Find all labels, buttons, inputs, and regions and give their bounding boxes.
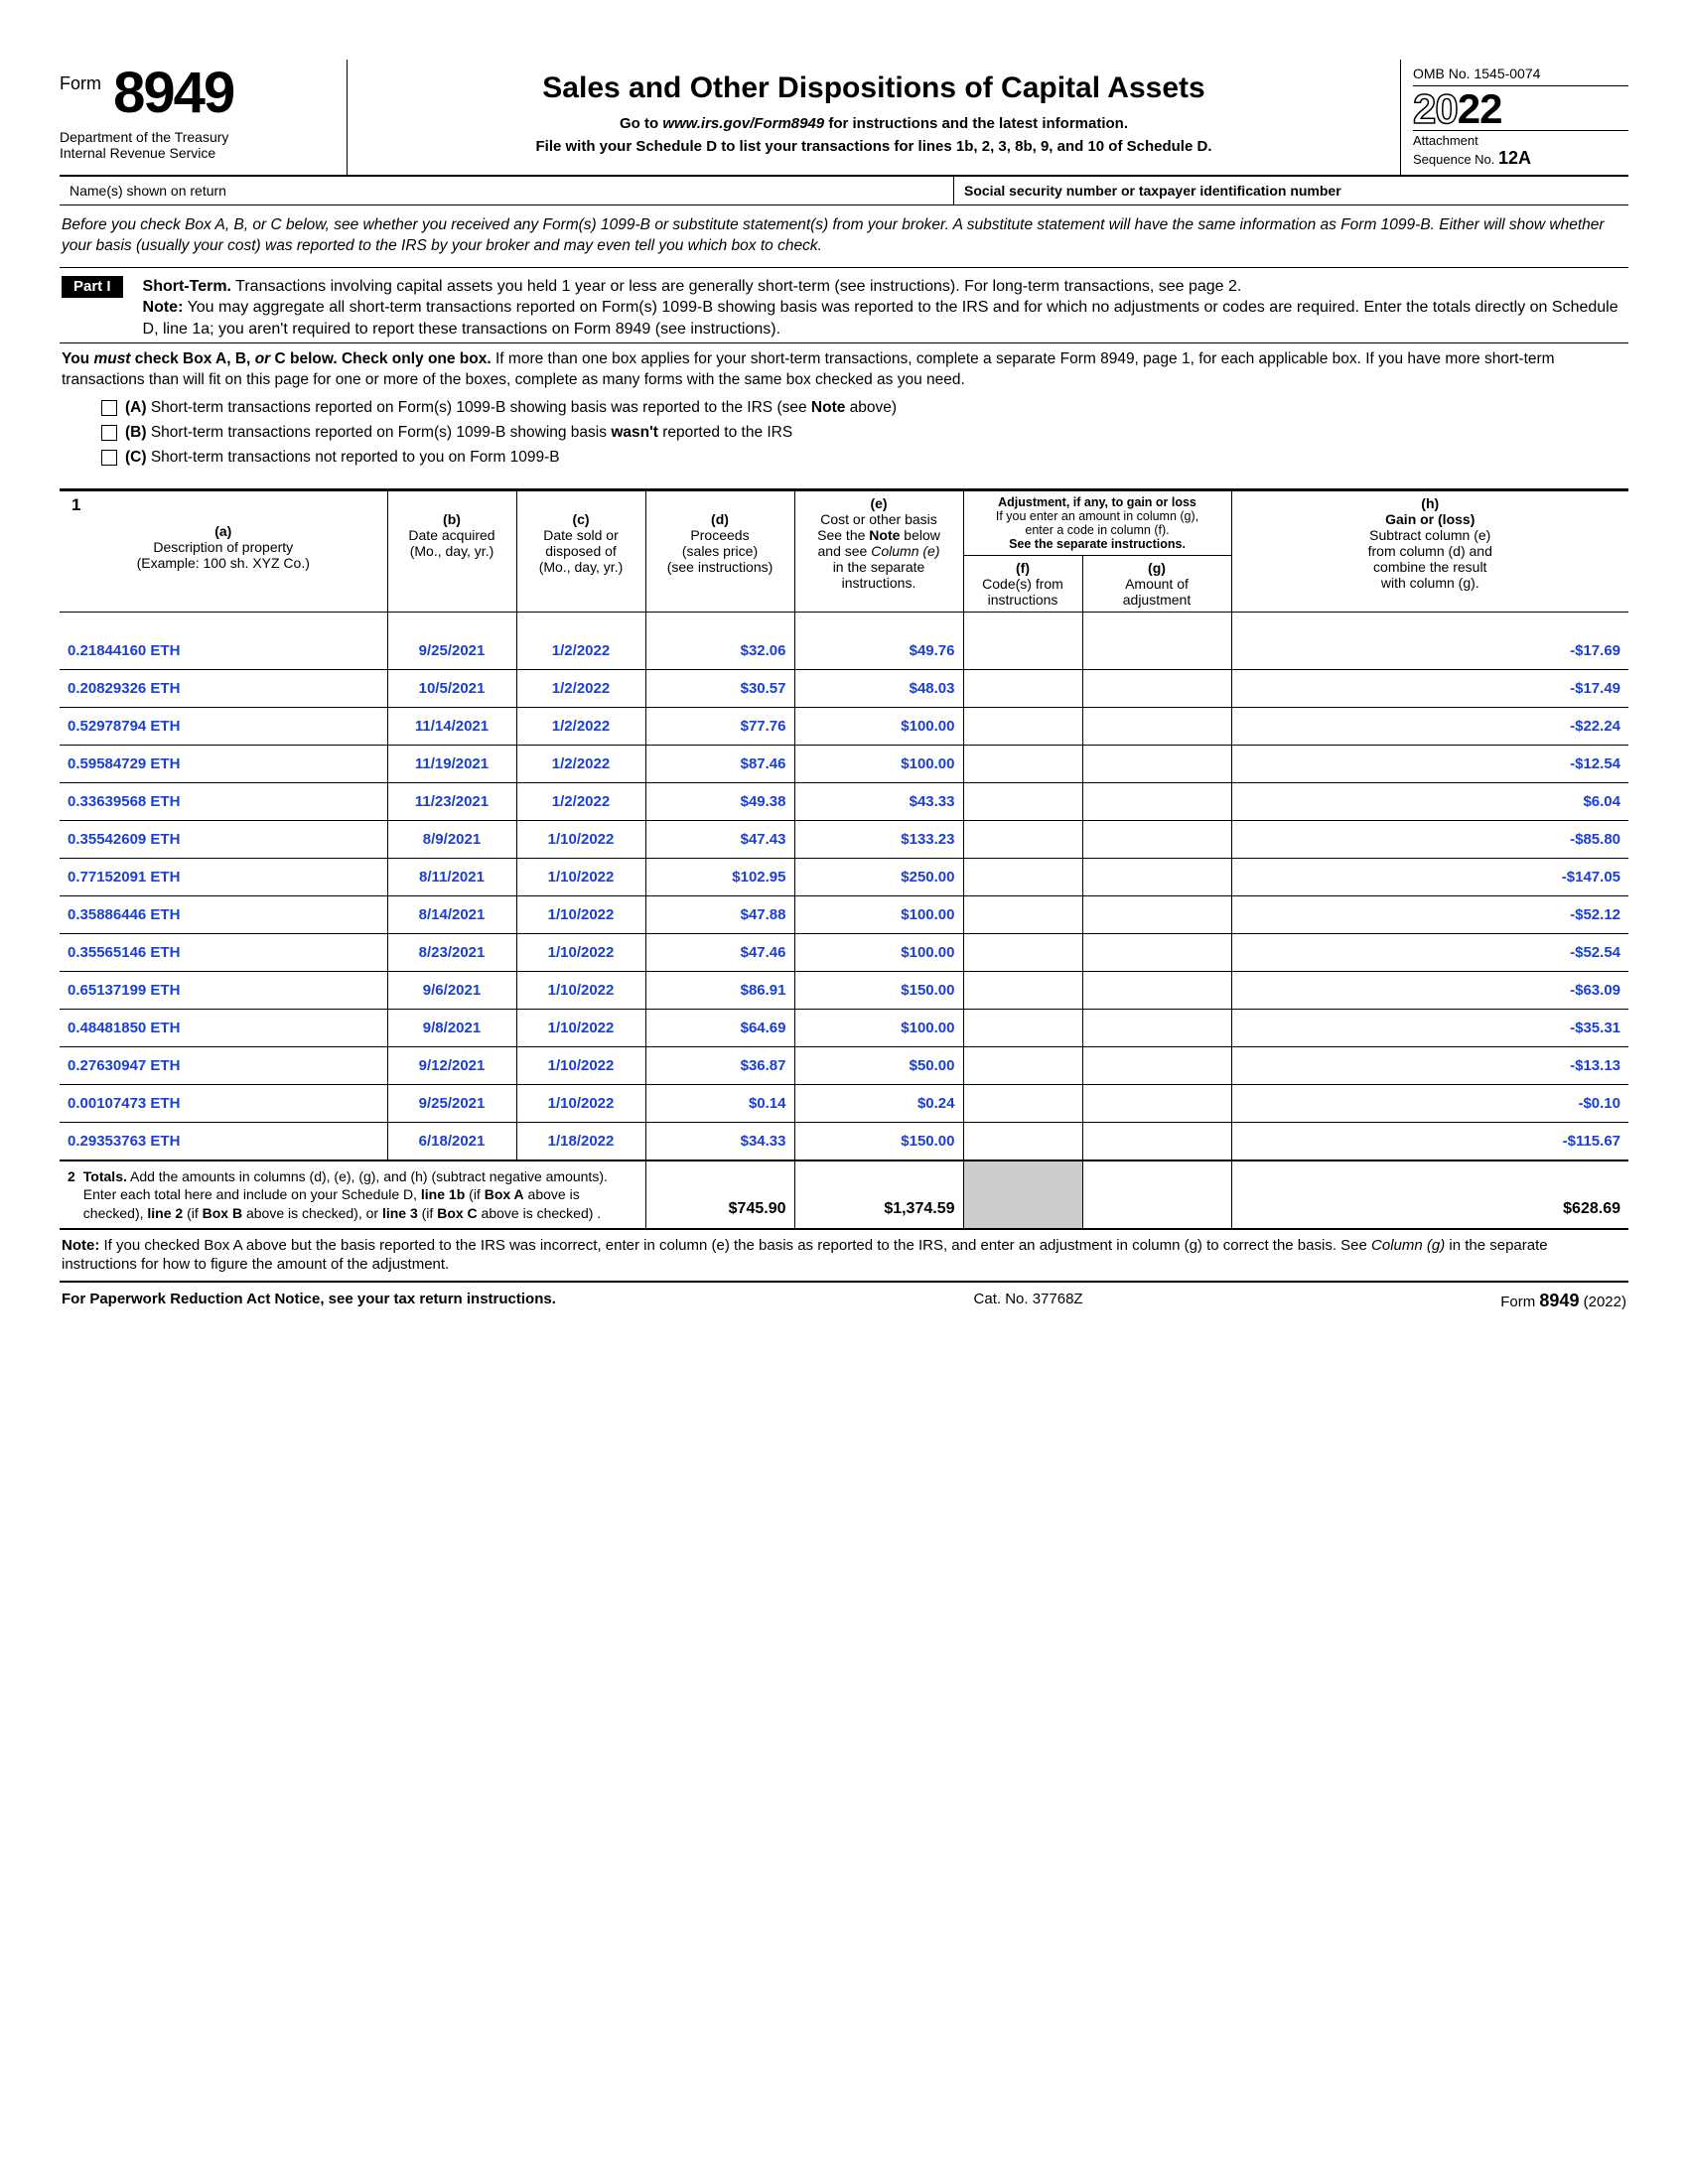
col-a-header: 1 (a)Description of property(Example: 10… <box>60 490 387 613</box>
table-row: 0.21844160 ETH9/25/20211/2/2022$32.06$49… <box>60 613 1628 670</box>
part-i-label: Part I <box>62 276 123 298</box>
dept-line2: Internal Revenue Service <box>60 145 335 161</box>
transactions-table: 1 (a)Description of property(Example: 10… <box>60 489 1628 1230</box>
dept-line1: Department of the Treasury <box>60 129 335 145</box>
table-row: 0.35565146 ETH8/23/20211/10/2022$47.46$1… <box>60 934 1628 972</box>
col-d-header: (d)Proceeds(sales price)(see instruction… <box>645 490 794 613</box>
part-i-text: Short-Term. Transactions involving capit… <box>123 276 1626 341</box>
form-word: Form <box>60 73 101 94</box>
table-row: 0.29353763 ETH6/18/20211/18/2022$34.33$1… <box>60 1123 1628 1161</box>
omb-number: OMB No. 1545-0074 <box>1413 66 1628 86</box>
table-row: 0.52978794 ETH11/14/20211/2/2022$77.76$1… <box>60 708 1628 746</box>
must-check-instructions: You must check Box A, B, or C below. Che… <box>60 342 1628 490</box>
col-e-header: (e)Cost or other basisSee the Note below… <box>794 490 963 613</box>
table-row: 0.33639568 ETH11/23/20211/2/2022$49.38$4… <box>60 783 1628 821</box>
subtitle-2: File with your Schedule D to list your t… <box>367 138 1380 155</box>
checkbox-a-row: (A) Short-term transactions reported on … <box>101 398 1624 419</box>
table-row: 0.35886446 ETH8/14/20211/10/2022$47.88$1… <box>60 896 1628 934</box>
name-shown-label: Name(s) shown on return <box>60 177 953 205</box>
checkbox-group: (A) Short-term transactions reported on … <box>62 390 1626 480</box>
col-h-header: (h)Gain or (loss)Subtract column (e)from… <box>1231 490 1628 613</box>
ssn-label: Social security number or taxpayer ident… <box>953 177 1628 205</box>
table-row: 0.00107473 ETH9/25/20211/10/2022$0.14$0.… <box>60 1085 1628 1123</box>
tax-year: 2022 <box>1413 88 1628 130</box>
totals-cost: $1,374.59 <box>794 1160 963 1229</box>
col-b-header: (b)Date acquired(Mo., day, yr.) <box>387 490 516 613</box>
totals-f-grey <box>963 1160 1082 1229</box>
table-row: 0.48481850 ETH9/8/20211/10/2022$64.69$10… <box>60 1010 1628 1047</box>
name-ssn-row: Name(s) shown on return Social security … <box>60 177 1628 205</box>
paperwork-notice: For Paperwork Reduction Act Notice, see … <box>62 1291 556 1311</box>
table-row: 0.35542609 ETH8/9/20211/10/2022$47.43$13… <box>60 821 1628 859</box>
table-row: 0.59584729 ETH11/19/20211/2/2022$87.46$1… <box>60 746 1628 783</box>
table-row: 0.27630947 ETH9/12/20211/10/2022$36.87$5… <box>60 1047 1628 1085</box>
totals-label: 2 Totals. Add the amounts in columns (d)… <box>60 1160 645 1229</box>
form-header: Form 8949 Department of the Treasury Int… <box>60 60 1628 177</box>
header-left: Form 8949 Department of the Treasury Int… <box>60 60 348 175</box>
col-c-header: (c)Date sold ordisposed of(Mo., day, yr.… <box>516 490 645 613</box>
before-check-note: Before you check Box A, B, or C below, s… <box>60 205 1628 268</box>
totals-proceeds: $745.90 <box>645 1160 794 1229</box>
subtitle-1: Go to www.irs.gov/Form8949 for instructi… <box>367 115 1380 132</box>
checkbox-c[interactable] <box>101 450 117 466</box>
header-right: OMB No. 1545-0074 2022 Attachment Sequen… <box>1400 60 1628 175</box>
adjustment-header: Adjustment, if any, to gain or lossIf yo… <box>963 490 1231 556</box>
table-row: 0.65137199 ETH9/6/20211/10/2022$86.91$15… <box>60 972 1628 1010</box>
form-number: 8949 <box>113 68 233 119</box>
totals-row: 2 Totals. Add the amounts in columns (d)… <box>60 1160 1628 1229</box>
col-g-header: (g)Amount ofadjustment <box>1082 556 1231 613</box>
checkbox-b-row: (B) Short-term transactions reported on … <box>101 423 1624 444</box>
totals-gain: $628.69 <box>1231 1160 1628 1229</box>
totals-adjustment <box>1082 1160 1231 1229</box>
header-center: Sales and Other Dispositions of Capital … <box>348 60 1400 175</box>
bottom-note: Note: If you checked Box A above but the… <box>60 1230 1628 1283</box>
footer-form-ref: Form 8949 (2022) <box>1500 1291 1626 1311</box>
catalog-number: Cat. No. 37768Z <box>974 1291 1083 1311</box>
attachment-label: Attachment Sequence No. 12A <box>1413 130 1628 169</box>
checkbox-c-row: (C) Short-term transactions not reported… <box>101 448 1624 469</box>
part-i-header: Part I Short-Term. Transactions involvin… <box>60 268 1628 342</box>
checkbox-b[interactable] <box>101 425 117 441</box>
table-row: 0.77152091 ETH8/11/20211/10/2022$102.95$… <box>60 859 1628 896</box>
form-footer: For Paperwork Reduction Act Notice, see … <box>60 1283 1628 1319</box>
col-f-header: (f)Code(s) frominstructions <box>963 556 1082 613</box>
form-title: Sales and Other Dispositions of Capital … <box>367 71 1380 105</box>
table-row: 0.20829326 ETH10/5/20211/2/2022$30.57$48… <box>60 670 1628 708</box>
checkbox-a[interactable] <box>101 400 117 416</box>
